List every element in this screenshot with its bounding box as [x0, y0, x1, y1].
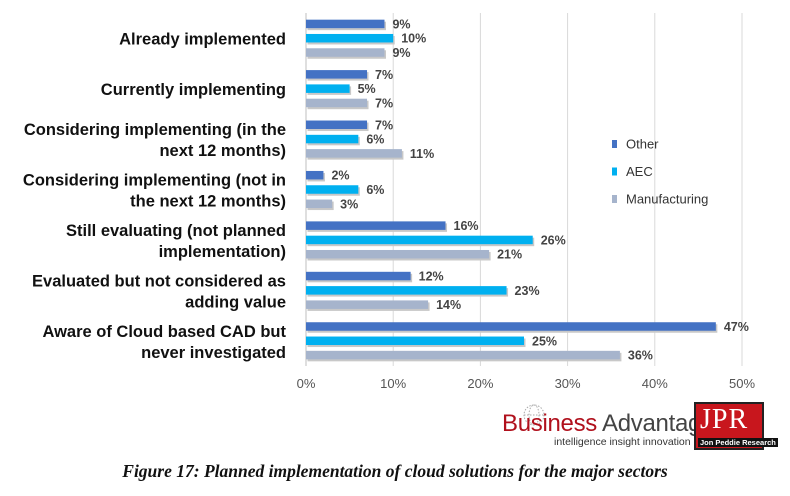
data-label-aec-4: 26% — [541, 233, 566, 247]
data-label-other-3: 2% — [331, 169, 349, 183]
data-label-other-1: 7% — [375, 68, 393, 82]
legend-label-other: Other — [626, 137, 659, 152]
category-label-2-1: next 12 months) — [159, 142, 286, 160]
bar-manufacturing-5 — [306, 300, 429, 309]
bar-aec-6 — [306, 336, 524, 346]
bar-aec-0 — [306, 33, 394, 43]
category-label-6-1: never investigated — [141, 344, 286, 362]
data-label-aec-1: 5% — [358, 82, 376, 96]
figure-caption: Figure 17: Planned implementation of clo… — [122, 461, 668, 481]
category-label-4-0: Still evaluating (not planned — [66, 222, 286, 240]
data-label-other-5: 12% — [419, 270, 444, 284]
x-tick-label-0: 0% — [297, 376, 316, 391]
data-label-manufacturing-4: 21% — [497, 248, 522, 262]
bar-other-4 — [306, 221, 446, 230]
globe-icon — [523, 404, 545, 426]
category-label-3-1: the next 12 months) — [130, 193, 286, 211]
bar-manufacturing-1 — [306, 98, 368, 108]
x-tick-label-5: 50% — [729, 376, 755, 391]
category-label-1-0: Currently implementing — [101, 81, 286, 99]
bar-aec-3 — [306, 185, 359, 194]
bar-other-5 — [306, 271, 411, 281]
data-label-manufacturing-3: 3% — [340, 197, 358, 211]
bar-other-2 — [306, 120, 368, 130]
business-advantage-logo: Business Advantage — [502, 410, 715, 437]
data-label-aec-2: 6% — [366, 133, 384, 147]
bar-manufacturing-4 — [306, 249, 490, 259]
data-label-aec-5: 23% — [515, 284, 540, 298]
bar-aec-4 — [306, 235, 533, 245]
category-label-5-1: adding value — [185, 293, 286, 311]
bar-manufacturing-2 — [306, 149, 402, 158]
bar-manufacturing-6 — [306, 350, 620, 360]
jpr-logo: JPR Jon Peddie Research — [694, 402, 778, 450]
x-tick-label-3: 30% — [555, 376, 581, 391]
data-label-aec-6: 25% — [532, 334, 557, 348]
data-label-other-4: 16% — [454, 219, 479, 233]
data-label-manufacturing-0: 9% — [392, 46, 410, 60]
bar-other-1 — [306, 70, 368, 79]
x-tick-label-2: 20% — [467, 376, 493, 391]
category-label-4-1: implementation) — [159, 243, 286, 261]
category-label-0-0: Already implemented — [119, 31, 286, 49]
logo-tagline: intelligence insight innovation — [554, 436, 691, 448]
data-label-other-6: 47% — [724, 320, 749, 334]
legend-swatch-aec — [612, 167, 617, 176]
data-label-manufacturing-2: 11% — [410, 147, 434, 161]
legend-label-aec: AEC — [626, 164, 653, 179]
category-label-3-0: Considering implementing (not in — [23, 172, 286, 190]
data-label-manufacturing-1: 7% — [375, 96, 393, 110]
bar-manufacturing-0 — [306, 48, 385, 57]
data-label-other-0: 9% — [392, 17, 410, 31]
bar-aec-1 — [306, 84, 350, 93]
x-tick-label-4: 40% — [642, 376, 668, 391]
bar-manufacturing-3 — [306, 199, 333, 209]
legend-swatch-manufacturing — [612, 195, 617, 203]
data-label-other-2: 7% — [375, 118, 393, 132]
data-label-manufacturing-5: 14% — [436, 298, 461, 312]
bar-other-6 — [306, 322, 716, 331]
bar-other-3 — [306, 170, 324, 180]
category-label-6-0: Aware of Cloud based CAD but — [42, 323, 286, 341]
data-label-aec-3: 6% — [366, 183, 384, 197]
legend-swatch-other — [612, 140, 617, 148]
bar-chart: 0% 10% 20% 30% 40% 50% Already implemented Curr… — [23, 13, 755, 391]
x-tick-label-1: 10% — [380, 376, 406, 391]
category-label-5-0: Evaluated but not considered as — [32, 272, 286, 290]
data-label-manufacturing-6: 36% — [628, 349, 653, 363]
category-label-2-0: Considering implementing (in the — [24, 121, 286, 139]
logo-area: Business Advantage intelligence insight … — [498, 400, 790, 452]
bar-aec-5 — [306, 286, 507, 295]
bar-aec-2 — [306, 134, 359, 144]
data-label-aec-0: 10% — [401, 32, 426, 46]
bar-other-0 — [306, 19, 385, 29]
legend-label-manufacturing: Manufacturing — [626, 192, 708, 207]
